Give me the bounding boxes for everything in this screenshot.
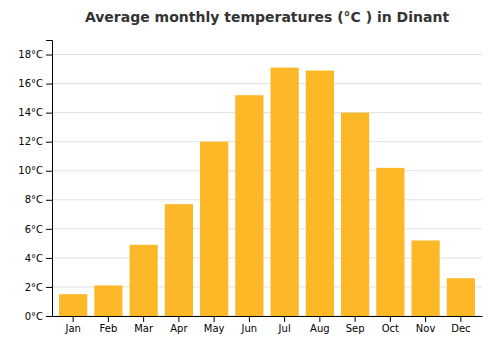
x-tick: Nov bbox=[416, 316, 436, 334]
y-tick: 0°C bbox=[25, 311, 52, 322]
bar bbox=[130, 245, 158, 316]
y-tick-label: 14°C bbox=[18, 107, 43, 118]
y-tick-label: 8°C bbox=[25, 194, 43, 205]
bar bbox=[412, 240, 440, 316]
x-tick-label: Jun bbox=[241, 323, 258, 334]
y-axis-line bbox=[46, 41, 53, 317]
y-tick: 12°C bbox=[18, 136, 52, 147]
y-tick-mark bbox=[46, 142, 52, 143]
bar bbox=[235, 95, 263, 316]
x-tick-mark bbox=[214, 316, 215, 322]
x-tick-label: Jan bbox=[64, 323, 80, 334]
grid bbox=[52, 55, 482, 316]
x-tick: Aug bbox=[310, 316, 330, 334]
bar bbox=[376, 168, 404, 316]
x-tick-mark bbox=[73, 316, 74, 322]
x-tick: Feb bbox=[100, 316, 118, 334]
y-tick: 18°C bbox=[18, 49, 52, 60]
x-tick: Mar bbox=[134, 316, 154, 334]
x-tick-label: May bbox=[204, 323, 225, 334]
x-tick: Jul bbox=[278, 316, 291, 334]
plot: 0°C 2°C 4°C 6°C 8°C 10°C 12°C 14°C 16°C 18°C Jan Fe… bbox=[18, 41, 482, 335]
y-tick-mark bbox=[46, 113, 52, 114]
y-tick-mark bbox=[46, 287, 52, 288]
grid-line bbox=[52, 54, 482, 55]
x-tick-label: Feb bbox=[100, 323, 118, 334]
y-tick: 10°C bbox=[18, 165, 52, 176]
x-tick-mark bbox=[108, 316, 109, 322]
y-tick: 16°C bbox=[18, 78, 52, 89]
x-tick-mark bbox=[178, 316, 179, 322]
x-tick-label: Nov bbox=[416, 323, 436, 334]
bar bbox=[447, 278, 475, 316]
y-tick: 6°C bbox=[25, 224, 52, 235]
chart: 0°C 2°C 4°C 6°C 8°C 10°C 12°C 14°C 16°C 18°C Jan Fe… bbox=[0, 0, 500, 350]
grid-line bbox=[52, 83, 482, 84]
y-tick-mark bbox=[46, 316, 52, 317]
x-tick-label: Jul bbox=[278, 323, 291, 334]
x-axis: Jan Feb Mar Apr May Jun Jul Aug Sep Oct Nov Dec bbox=[53, 316, 483, 334]
y-tick-mark bbox=[46, 84, 52, 85]
bar bbox=[341, 113, 369, 316]
x-tick-mark bbox=[460, 316, 461, 322]
y-tick-mark bbox=[46, 200, 52, 201]
y-tick-label: 16°C bbox=[18, 78, 43, 89]
y-tick-label: 2°C bbox=[25, 282, 43, 293]
y-tick-label: 12°C bbox=[18, 136, 43, 147]
x-tick-label: Dec bbox=[451, 323, 470, 334]
y-tick-label: 10°C bbox=[18, 165, 43, 176]
x-tick: Apr bbox=[170, 316, 188, 334]
grid-line bbox=[52, 112, 482, 113]
bars bbox=[59, 68, 475, 316]
y-axis: 0°C 2°C 4°C 6°C 8°C 10°C 12°C 14°C 16°C 18°C bbox=[18, 41, 52, 322]
title: Average monthly temperatures (°C ) in Di… bbox=[85, 9, 449, 25]
y-tick-mark bbox=[46, 171, 52, 172]
x-tick-mark bbox=[355, 316, 356, 322]
y-tick-label: 0°C bbox=[25, 311, 43, 322]
y-tick-mark bbox=[46, 55, 52, 56]
y-tick-label: 6°C bbox=[25, 224, 43, 235]
x-axis-line bbox=[53, 316, 483, 317]
x-tick-label: Mar bbox=[134, 323, 154, 334]
y-tick: 8°C bbox=[25, 194, 52, 205]
y-tick-mark bbox=[46, 229, 52, 230]
x-tick: Sep bbox=[346, 316, 365, 334]
grid-line bbox=[52, 141, 482, 142]
bar bbox=[59, 294, 87, 316]
grid-line bbox=[52, 199, 482, 200]
bar bbox=[271, 68, 299, 316]
bar bbox=[200, 142, 228, 316]
x-tick-mark bbox=[143, 316, 144, 322]
y-tick-mark bbox=[46, 258, 52, 259]
x-tick-mark bbox=[284, 316, 285, 322]
x-tick: Jun bbox=[241, 316, 258, 334]
bar bbox=[94, 285, 122, 316]
grid-line bbox=[52, 170, 482, 171]
bar bbox=[306, 71, 334, 316]
x-tick: Jan bbox=[64, 316, 80, 334]
x-tick-mark bbox=[249, 316, 250, 322]
x-tick: Dec bbox=[451, 316, 470, 334]
x-tick-label: Oct bbox=[382, 323, 399, 334]
x-tick: May bbox=[204, 316, 225, 334]
x-tick-label: Apr bbox=[170, 323, 188, 334]
x-tick-mark bbox=[390, 316, 391, 322]
y-tick-label: 4°C bbox=[25, 253, 43, 264]
y-tick: 4°C bbox=[25, 253, 52, 264]
bar bbox=[165, 204, 193, 316]
y-tick-label: 18°C bbox=[18, 49, 43, 60]
x-tick: Oct bbox=[382, 316, 399, 334]
x-tick-label: Aug bbox=[310, 323, 330, 334]
y-tick: 14°C bbox=[18, 107, 52, 118]
grid-line bbox=[52, 228, 482, 229]
x-tick-mark bbox=[425, 316, 426, 322]
y-tick: 2°C bbox=[25, 282, 52, 293]
x-tick-mark bbox=[319, 316, 320, 322]
x-tick-label: Sep bbox=[346, 323, 365, 334]
